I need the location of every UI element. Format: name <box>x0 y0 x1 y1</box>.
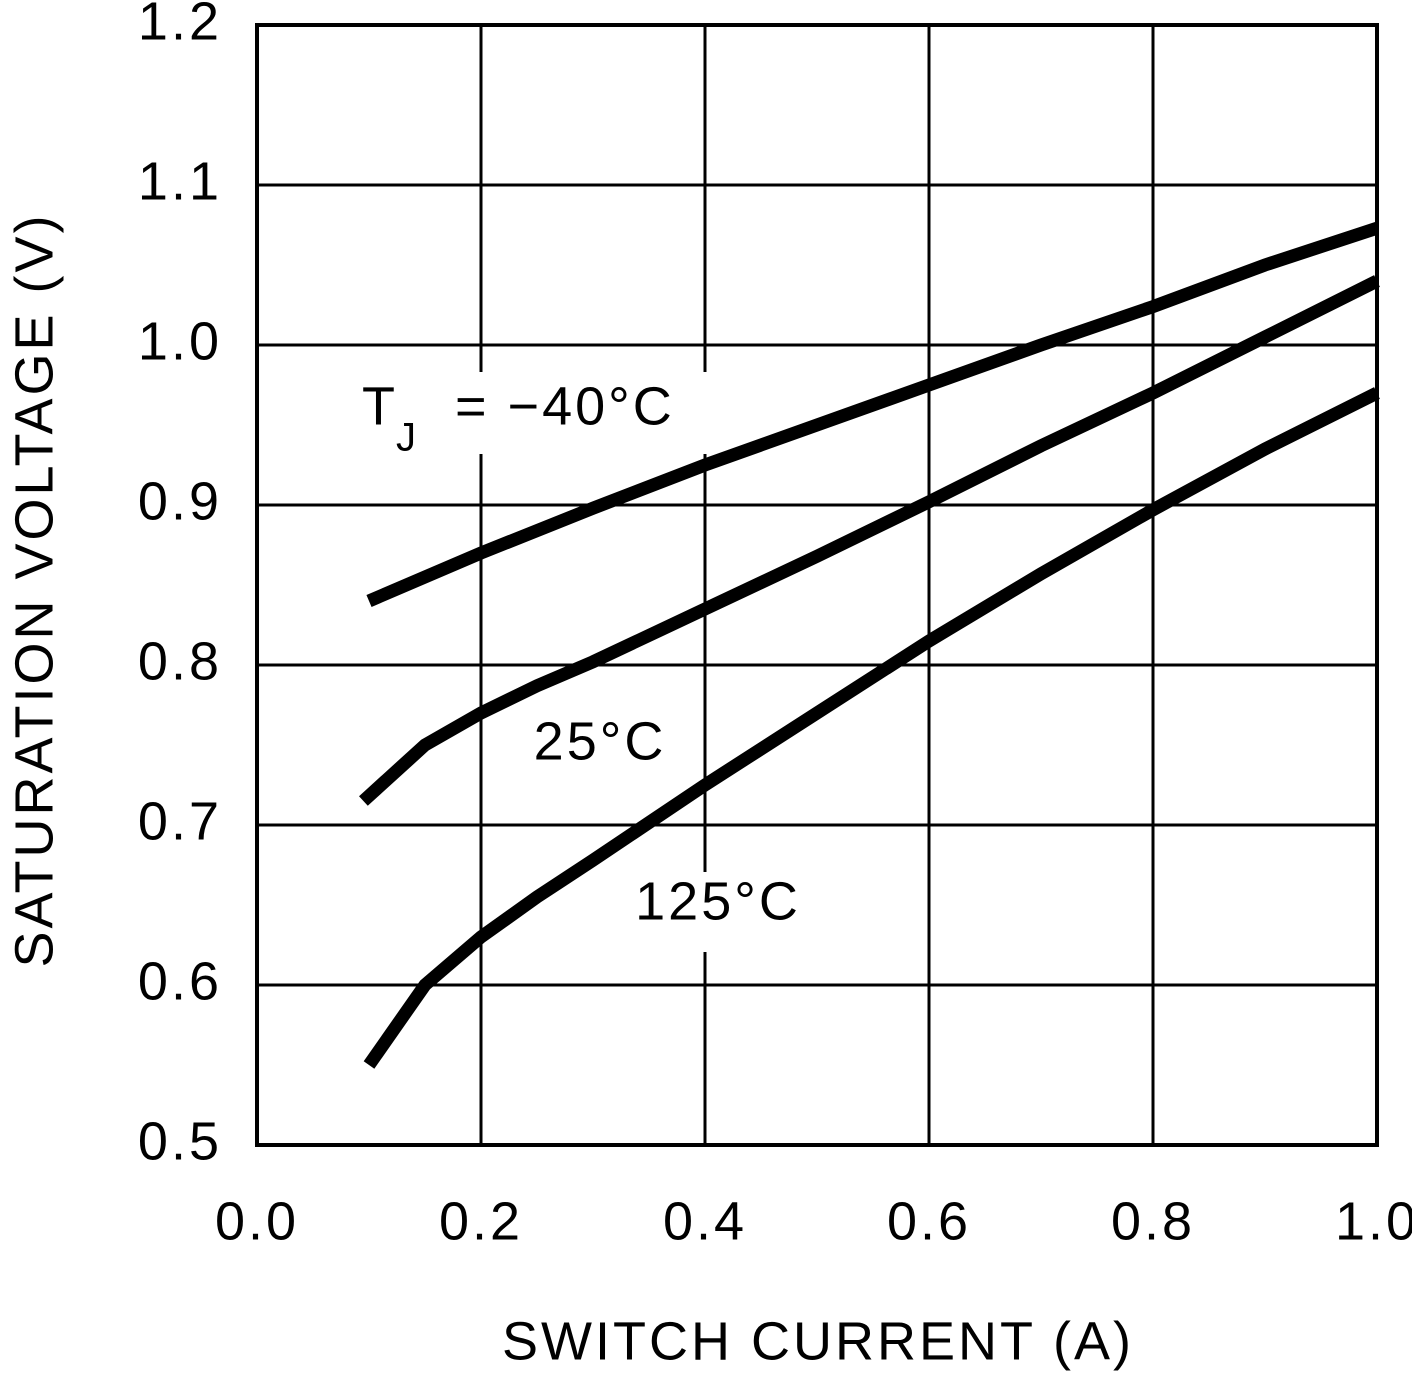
x-axis-title: SWITCH CURRENT (A) <box>502 1311 1134 1371</box>
series-label: = −40°C <box>455 376 675 436</box>
series-line <box>363 387 1380 1069</box>
x-tick-label: 0.0 <box>215 1191 299 1251</box>
plot-frame <box>255 23 1379 1147</box>
y-tick-label: 0.5 <box>138 1111 222 1171</box>
label-background <box>355 372 730 454</box>
series-line <box>366 222 1380 607</box>
x-tick-label: 0.6 <box>887 1191 971 1251</box>
x-tick-label: 0.8 <box>1111 1191 1195 1251</box>
y-tick-label: 1.1 <box>138 151 222 211</box>
y-tick-label: 0.6 <box>138 951 222 1011</box>
label-background <box>615 872 820 952</box>
y-axis-title: SATURATION VOLTAGE (V) <box>4 212 64 967</box>
y-tick-label: 0.7 <box>138 791 222 851</box>
y-tick-label: 0.9 <box>138 471 222 531</box>
y-tick-label: 1.2 <box>138 0 222 51</box>
series-label: 125°C <box>635 871 801 931</box>
annotation: J <box>396 416 419 460</box>
x-tick-label: 0.4 <box>663 1191 747 1251</box>
series-label: 25°C <box>534 711 667 771</box>
annotation: T <box>362 376 398 436</box>
series-line <box>359 275 1380 806</box>
label-background <box>515 712 685 780</box>
y-tick-label: 0.8 <box>138 631 222 691</box>
x-tick-label: 1.0 <box>1335 1191 1412 1251</box>
x-tick-label: 0.2 <box>439 1191 523 1251</box>
y-tick-label: 1.0 <box>138 311 222 371</box>
